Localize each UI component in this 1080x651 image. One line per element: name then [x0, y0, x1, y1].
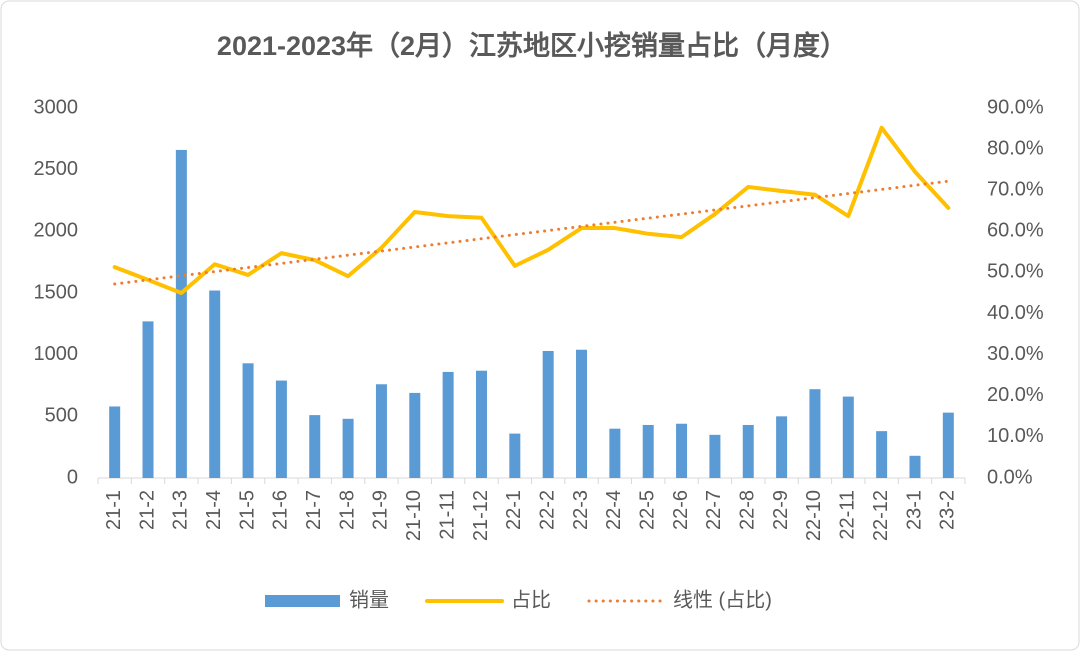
y-tick-label: 0: [67, 466, 78, 488]
trend-line: [113, 179, 950, 286]
x-tick-label: 21-12: [470, 490, 492, 541]
bar: [876, 431, 888, 478]
x-tick-label: 22-12: [870, 490, 892, 541]
bar: [809, 389, 821, 478]
legend-label: 销量: [349, 588, 389, 611]
y-tick-label: 2500: [34, 158, 79, 180]
bar: [609, 428, 621, 478]
x-tick-label: 21-11: [436, 490, 458, 540]
bar: [375, 384, 387, 478]
x-tick-label: 22-1: [503, 490, 525, 530]
y2-tick-label: 80.0%: [987, 137, 1044, 159]
x-tick-label: 22-9: [770, 490, 792, 530]
legend-label: 占比: [511, 588, 551, 611]
bar: [409, 392, 421, 478]
x-tick-label: 22-7: [703, 490, 725, 530]
x-tick-label: 23-1: [903, 490, 925, 530]
x-tick-label: 21-3: [170, 490, 192, 530]
bar: [742, 424, 754, 478]
x-tick-label: 21-9: [370, 490, 392, 530]
y2-tick-label: 90.0%: [987, 96, 1044, 118]
y2-tick-label: 60.0%: [987, 220, 1044, 242]
y-tick-label: 1500: [34, 281, 79, 303]
y-tick-label: 500: [45, 405, 78, 427]
x-tick-label: 22-5: [636, 490, 658, 530]
y-tick-label: 2000: [34, 220, 79, 242]
bar: [142, 321, 154, 478]
y2-tick-label: 30.0%: [987, 343, 1044, 365]
bar: [842, 396, 854, 478]
bar: [109, 406, 121, 478]
legend-swatch: [265, 595, 340, 607]
bar: [642, 424, 654, 478]
bar: [709, 434, 721, 478]
bar: [942, 412, 954, 478]
bar: [475, 370, 487, 478]
bar: [442, 371, 454, 478]
x-tick-label: 21-8: [336, 490, 358, 530]
x-tick-label: 21-7: [303, 490, 325, 530]
bar: [909, 455, 921, 478]
y-tick-label: 1000: [34, 343, 79, 365]
x-tick-label: 21-6: [270, 490, 292, 530]
bar: [209, 290, 221, 478]
bar: [542, 350, 554, 478]
bar: [776, 416, 788, 478]
y2-tick-label: 50.0%: [987, 261, 1044, 283]
line: [112, 125, 951, 295]
x-tick-label: 23-2: [937, 490, 959, 530]
x-tick-label: 21-5: [236, 490, 258, 530]
x-tick-label: 21-10: [403, 490, 425, 541]
y-tick-label: 3000: [34, 96, 79, 118]
x-tick-label: 22-4: [603, 490, 625, 530]
bar: [342, 418, 354, 478]
x-tick-label: 22-3: [570, 490, 592, 530]
bar: [175, 149, 187, 478]
y2-tick-label: 70.0%: [987, 179, 1044, 201]
x-tick-label: 22-11: [837, 490, 859, 540]
x-tick-label: 21-4: [203, 490, 225, 530]
x-tick-label: 22-2: [536, 490, 558, 530]
legend-label: 线性 (占比): [673, 588, 772, 611]
x-tick-label: 21-1: [103, 490, 125, 530]
bar: [576, 349, 588, 478]
y2-tick-label: 20.0%: [987, 384, 1044, 406]
bar: [242, 363, 254, 478]
x-tick-label: 21-2: [136, 490, 158, 530]
y2-tick-label: 0.0%: [987, 466, 1033, 488]
y2-tick-label: 40.0%: [987, 302, 1044, 324]
bar: [676, 423, 688, 478]
x-tick-label: 22-10: [803, 490, 825, 541]
bar: [275, 380, 287, 478]
chart-title: 2021-2023年（2月）江苏地区小挖销量占比（月度）: [217, 30, 847, 61]
x-tick-label: 22-6: [670, 490, 692, 530]
y2-tick-label: 10.0%: [987, 425, 1044, 447]
bar: [509, 433, 521, 478]
x-tick-label: 22-8: [737, 490, 759, 530]
bar: [309, 415, 321, 478]
